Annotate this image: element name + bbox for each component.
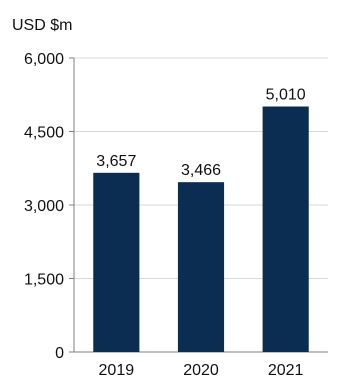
bar-2020 [177,182,225,352]
x-tick-label-2020: 2020 [183,362,219,379]
data-labels: 3,657 3,466 5,010 [96,87,305,180]
y-tick-label: 3,000 [24,198,64,215]
bar-2021 [262,106,309,352]
x-axis-ticks: 2019 2020 2021 [99,362,304,379]
bar-2019 [93,172,140,352]
y-tick-label: 1,500 [24,272,64,289]
y-axis-unit-label: USD $m [12,17,73,34]
y-tick-label: 0 [55,345,64,362]
data-label-2019: 3,657 [96,153,136,170]
x-tick-label-2021: 2021 [268,362,304,379]
bars [93,106,309,352]
data-label-2020: 3,466 [181,162,221,179]
data-label-2021: 5,010 [266,87,306,104]
y-tick-label: 6,000 [24,51,64,68]
y-tick-label: 4,500 [24,125,64,142]
x-tick-label-2019: 2019 [99,362,135,379]
y-axis-ticks: 0 1,500 3,000 4,500 6,000 [24,51,74,362]
